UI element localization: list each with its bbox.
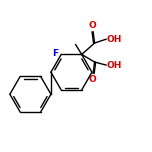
Text: OH: OH [106, 35, 122, 44]
Text: O: O [88, 21, 96, 30]
Text: O: O [88, 75, 96, 84]
Text: F: F [52, 49, 58, 58]
Text: OH: OH [106, 60, 122, 70]
